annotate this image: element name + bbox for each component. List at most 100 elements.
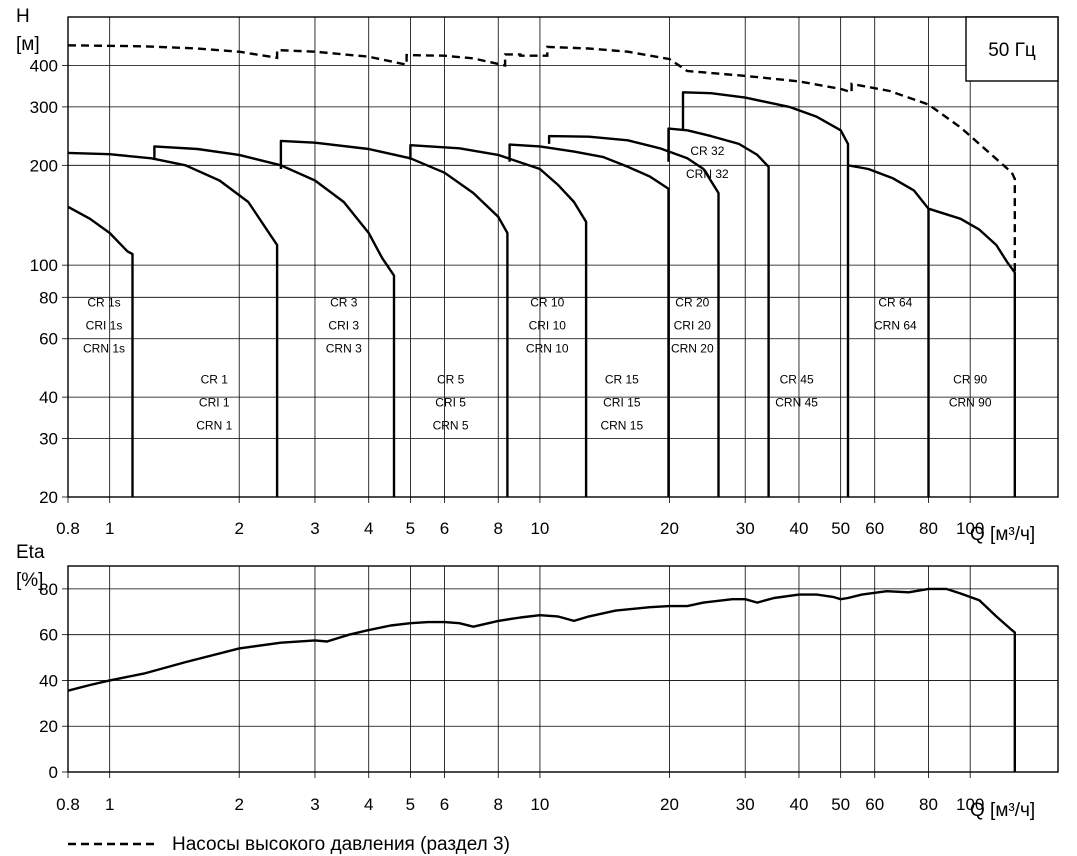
pump-series-label: CR 10 <box>530 296 564 310</box>
x-tick-label: 30 <box>736 795 755 814</box>
y-tick-label: 20 <box>39 717 58 736</box>
head-xaxis-title: Q [м³/ч] <box>970 524 1035 545</box>
pump-head-curve-3 <box>279 139 509 497</box>
pump-series-label: CR 1 <box>201 372 229 386</box>
pump-head-curve-7 <box>667 127 770 497</box>
efficiency-axis-unit: [%] <box>16 570 43 591</box>
efficiency-axis-symbol: Eta <box>16 542 45 563</box>
x-tick-label: 60 <box>865 519 884 538</box>
x-tick-label: 2 <box>234 795 243 814</box>
y-tick-label: 60 <box>39 330 58 349</box>
pump-head-curve-6 <box>547 134 720 497</box>
legend: Насосы высокого давления (раздел 3) <box>68 834 510 855</box>
x-tick-label: 5 <box>406 519 415 538</box>
pump-head-curve-4 <box>409 144 588 497</box>
x-tick-label: 5 <box>406 795 415 814</box>
head-axis-unit: [м] <box>16 34 40 55</box>
x-tick-label: 80 <box>919 795 938 814</box>
y-tick-label: 40 <box>39 671 58 690</box>
pump-series-label: CRN 1 <box>196 418 232 432</box>
x-tick-label: 60 <box>865 795 884 814</box>
x-tick-label: 3 <box>310 795 319 814</box>
x-tick-label: 100 <box>956 795 984 814</box>
x-tick-label: 4 <box>364 519 373 538</box>
x-tick-label: 6 <box>440 795 449 814</box>
pump-series-label: CRI 15 <box>603 395 641 409</box>
pump-series-label: CR 3 <box>330 296 358 310</box>
head-chart-panel: CR 1s CRI 1s CRN 1s CR 1 CRI 1 CRN 1 CR 3 CRI 3… <box>16 6 1059 545</box>
y-tick-label: 400 <box>30 56 58 75</box>
pump-head-curve-9 <box>847 164 930 497</box>
pump-series-label: CRN 5 <box>433 418 469 432</box>
x-tick-label: 10 <box>530 519 549 538</box>
pump-series-label: CRI 1 <box>199 395 230 409</box>
efficiency-chart-panel: 0.8 1 2 3 4 5 6 8 10 20 30 40 50 60 80 100 0 20 40 60 80 Et… <box>16 542 1059 821</box>
pump-series-label: CR 1s <box>87 296 120 310</box>
pump-series-label: CRN 10 <box>526 342 569 356</box>
x-tick-label: 1 <box>105 519 114 538</box>
efficiency-curve <box>67 587 1016 772</box>
y-tick-label: 80 <box>39 580 58 599</box>
x-tick-label: 40 <box>790 795 809 814</box>
pump-series-label: CRN 32 <box>686 167 729 181</box>
y-tick-label: 0 <box>49 763 58 782</box>
x-tick-label: 80 <box>919 519 938 538</box>
pump-series-label: CR 15 <box>605 372 639 386</box>
x-tick-label: 20 <box>660 795 679 814</box>
pump-series-label: CR 5 <box>437 372 465 386</box>
y-tick-label: 100 <box>30 256 58 275</box>
x-tick-label: 4 <box>364 795 373 814</box>
pump-series-label: CRI 1s <box>86 319 123 333</box>
pump-head-curve-5 <box>508 143 670 497</box>
pump-series-label: CRI 5 <box>435 395 466 409</box>
pump-series-label: CR 32 <box>690 144 724 158</box>
pump-series-label: CRI 20 <box>674 319 712 333</box>
pump-series-label: CRN 1s <box>83 342 125 356</box>
x-tick-label: 8 <box>494 795 503 814</box>
pump-head-curve-1 <box>67 151 279 497</box>
pump-series-label: CRN 3 <box>326 342 362 356</box>
high-pressure-envelope-line <box>67 44 1016 273</box>
x-tick-label: 100 <box>956 519 984 538</box>
x-tick-label: 10 <box>530 795 549 814</box>
pump-series-label: CRN 15 <box>600 418 643 432</box>
x-tick-label: 50 <box>831 795 850 814</box>
y-tick-label: 200 <box>30 156 58 175</box>
head-chart-frame <box>67 16 1059 498</box>
pump-series-label: CRI 3 <box>328 319 359 333</box>
efficiency-chart-frame <box>67 565 1059 773</box>
y-tick-label: 60 <box>39 626 58 645</box>
x-tick-label: 50 <box>831 519 850 538</box>
y-tick-label: 40 <box>39 388 58 407</box>
pump-series-label: CRN 90 <box>949 395 992 409</box>
x-tick-label: 2 <box>234 519 243 538</box>
x-tick-label: 30 <box>736 519 755 538</box>
pump-head-curve-8 <box>681 91 850 497</box>
legend-text: Насосы высокого давления (раздел 3) <box>172 834 510 855</box>
pump-series-label: CRN 64 <box>874 319 917 333</box>
x-tick-label: 8 <box>494 519 503 538</box>
pump-series-label: CRI 10 <box>529 319 567 333</box>
y-tick-label: 80 <box>39 288 58 307</box>
x-tick-label: 40 <box>790 519 809 538</box>
frequency-label: 50 Гц <box>988 40 1036 61</box>
y-tick-label: 20 <box>39 488 58 507</box>
x-tick-label: 1 <box>105 795 114 814</box>
x-tick-label: 0.8 <box>56 519 80 538</box>
pump-series-label: CRN 20 <box>671 342 714 356</box>
pump-head-curve-0 <box>67 205 134 497</box>
pump-head-curve-2 <box>153 145 396 497</box>
y-tick-label: 30 <box>39 430 58 449</box>
efficiency-xaxis-title: Q [м³/ч] <box>970 800 1035 821</box>
pump-series-label: CR 90 <box>953 372 987 386</box>
pump-series-label: CR 20 <box>675 296 709 310</box>
head-axis-symbol: H <box>16 6 30 27</box>
pump-series-label: CRN 45 <box>775 395 818 409</box>
x-tick-label: 20 <box>660 519 679 538</box>
pump-series-label: CR 64 <box>878 296 912 310</box>
x-tick-label: 0.8 <box>56 795 80 814</box>
pump-head-curve-10 <box>928 207 1016 497</box>
pump-series-label: CR 45 <box>780 372 814 386</box>
y-tick-label: 300 <box>30 98 58 117</box>
